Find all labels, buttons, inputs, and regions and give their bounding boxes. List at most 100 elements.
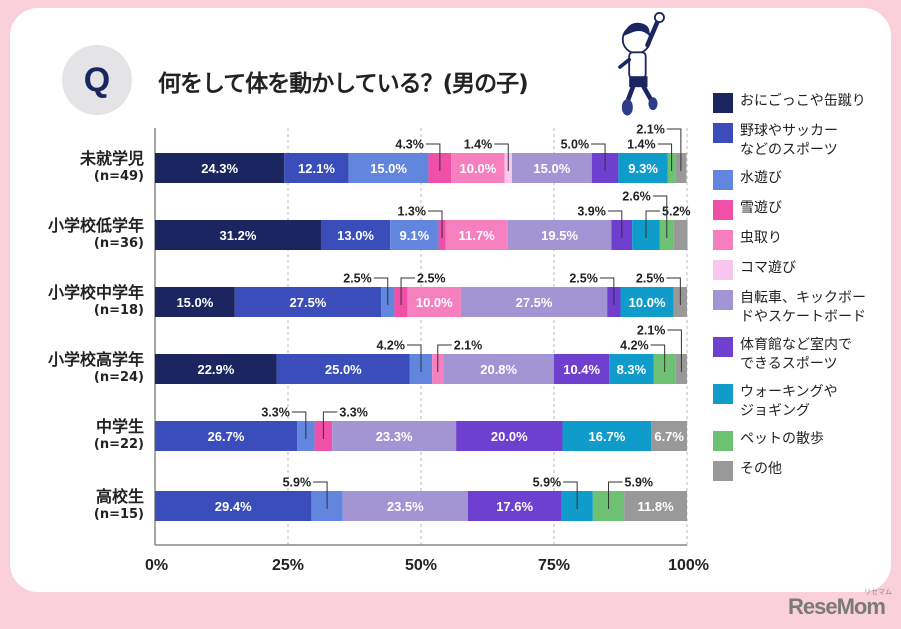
x-tick-label: 0% (145, 557, 168, 574)
data-label: 31.2% (220, 228, 257, 243)
legend-swatch (713, 200, 733, 220)
data-label: 11.7% (459, 228, 496, 243)
data-label: 8.3% (617, 362, 647, 377)
legend-label: その他 (740, 461, 782, 477)
row-label: 未就学児 (n=49) (80, 149, 144, 185)
legend-swatch (713, 230, 733, 250)
legend-label: おにごっこや缶蹴り (740, 93, 866, 109)
callout-line (666, 128, 682, 171)
callout-label: 4.2% (620, 339, 649, 353)
legend-swatch (713, 260, 733, 280)
bar-segment (284, 153, 349, 183)
data-label: 11.8% (638, 499, 675, 514)
bar-segment (467, 491, 562, 521)
legend-item: おにごっこや缶蹴り (713, 92, 893, 113)
row-label-n: (n=22) (93, 437, 144, 452)
data-label: 9.1% (400, 228, 430, 243)
data-label: 10.0% (416, 295, 453, 310)
x-tick-label: 75% (538, 557, 570, 574)
callout-label: 5.9% (533, 476, 562, 490)
legend-item: 虫取り (713, 229, 893, 250)
resemom-logo-sub: リセマム (864, 588, 892, 596)
data-label: 27.5% (290, 295, 327, 310)
bar-segment (443, 354, 554, 384)
legend-item: その他 (713, 460, 893, 481)
callout-label: 2.5% (417, 272, 446, 286)
callout-line (563, 481, 578, 509)
callout-label: 2.5% (636, 272, 665, 286)
callout-label: 2.6% (622, 190, 651, 204)
boy-illustration-icon (618, 12, 665, 116)
row-label-n: (n=24) (93, 370, 144, 385)
callout-label: 2.1% (637, 324, 666, 338)
legend-item: 雪遊び (713, 199, 893, 220)
data-label: 23.3% (376, 429, 413, 444)
callout-line (657, 143, 673, 171)
callout-label: 2.5% (569, 272, 598, 286)
callout-line (608, 481, 623, 509)
row-label-name: 小学校低学年 (47, 216, 144, 235)
legend-label: 雪遊び (740, 200, 782, 216)
bar-segment (348, 153, 429, 183)
legend: おにごっこや缶蹴り野球やサッカー などのスポーツ水遊び雪遊び虫取りコマ遊び自転車… (713, 92, 893, 490)
data-label: 20.8% (480, 362, 517, 377)
data-label: 10.0% (459, 161, 496, 176)
legend-item: 水遊び (713, 169, 893, 190)
legend-label: ペットの散歩 (740, 431, 824, 447)
legend-item: ペットの散歩 (713, 430, 893, 451)
callout-line (291, 411, 307, 439)
data-label: 25.0% (325, 362, 362, 377)
data-label: 27.5% (516, 295, 553, 310)
legend-label: 体育館など室内で できるスポーツ (740, 337, 852, 372)
bar-segment (155, 220, 321, 250)
callout-line (407, 344, 422, 372)
row-label-n: (n=49) (93, 169, 144, 184)
data-label: 15.0% (370, 161, 407, 176)
legend-swatch (713, 123, 733, 143)
legend-swatch (713, 290, 733, 310)
callout-line (650, 344, 666, 372)
callout-label: 3.3% (339, 406, 368, 420)
row-label-n: (n=18) (93, 303, 144, 318)
data-label: 9.3% (628, 161, 658, 176)
bar-segment (460, 287, 608, 317)
bar-segment (618, 153, 668, 183)
bar-segment (507, 220, 612, 250)
data-label: 15.0% (176, 295, 213, 310)
legend-swatch (713, 384, 733, 404)
bar-segment (456, 421, 563, 451)
legend-label: 自転車、キックボー ドやスケートボード (740, 290, 866, 325)
legend-item: 体育館など室内で できるスポーツ (713, 336, 893, 374)
bar-segment (155, 287, 235, 317)
legend-label: コマ遊び (740, 260, 796, 276)
bar-segment (673, 220, 688, 250)
callout-label: 5.9% (625, 476, 654, 490)
callout-label: 4.2% (377, 339, 406, 353)
callout-label: 4.3% (395, 138, 424, 152)
data-label: 22.9% (197, 362, 234, 377)
callout-line (666, 277, 681, 305)
bar-segment (342, 491, 468, 521)
legend-label: 虫取り (740, 230, 782, 246)
legend-swatch (713, 337, 733, 357)
bar-segment (155, 354, 277, 384)
callout-line (373, 277, 389, 305)
bar-segment (155, 421, 298, 451)
data-label: 17.6% (496, 499, 533, 514)
row-label-name: 未就学児 (79, 149, 144, 168)
data-label: 16.7% (588, 429, 625, 444)
callout-label: 2.1% (636, 123, 665, 137)
callout-line (322, 411, 338, 439)
bar-segment (155, 491, 312, 521)
legend-label: 野球やサッカー などのスポーツ (740, 123, 838, 158)
row-label: 小学校中学年 (n=18) (48, 283, 144, 319)
legend-swatch (713, 93, 733, 113)
row-label-name: 小学校高学年 (47, 350, 144, 369)
callout-line (425, 143, 441, 171)
row-label-name: 高校生 (95, 487, 144, 506)
callout-line (652, 195, 668, 238)
callout-line (494, 143, 509, 171)
callout-line (428, 210, 443, 238)
legend-item: 自転車、キックボー ドやスケートボード (713, 289, 893, 327)
bar-segment (276, 354, 410, 384)
